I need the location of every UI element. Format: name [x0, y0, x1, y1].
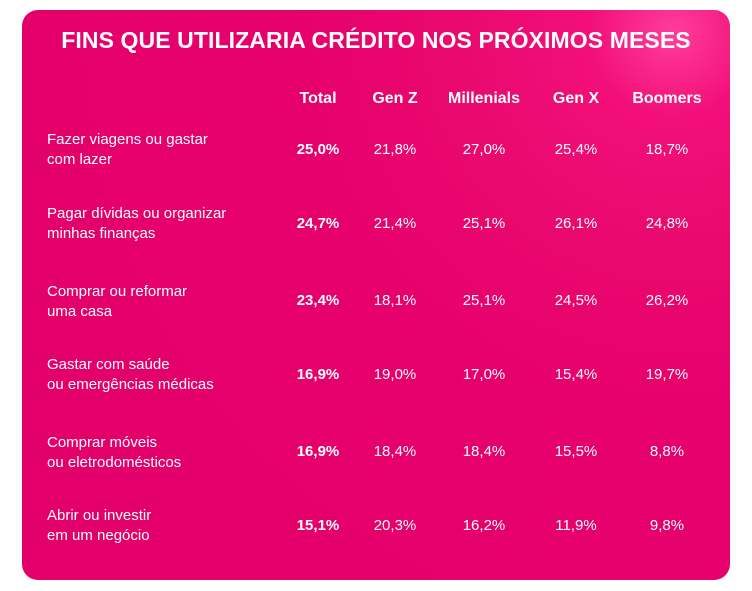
row-label: Fazer viagens ou gastar com lazer	[47, 131, 208, 168]
total-value-cell: 15,1%	[296, 517, 340, 534]
row-label: Comprar ou reformar uma casa	[47, 283, 188, 320]
value-cell: 16,2%	[462, 517, 506, 534]
total-value-cell: 25,0%	[296, 141, 340, 158]
value-cell: 24,8%	[645, 215, 689, 232]
row-label: Gastar com saúde ou emergências médicas	[47, 356, 214, 393]
value-cell: 24,5%	[554, 292, 598, 309]
value-cell: 27,0%	[462, 141, 506, 158]
value-cell: 21,4%	[373, 215, 417, 232]
value-cell: 20,3%	[373, 517, 417, 534]
value-cell: 18,4%	[373, 443, 417, 460]
value-cell: 8,8%	[649, 443, 685, 460]
row-label: Comprar móveis ou eletrodomésticos	[47, 434, 182, 471]
value-cell: 26,2%	[645, 292, 689, 309]
column-header: Boomers	[632, 90, 702, 107]
column-header: Gen X	[552, 90, 600, 107]
value-cell: 25,1%	[462, 215, 506, 232]
total-value-cell: 16,9%	[296, 366, 340, 383]
value-cell: 15,5%	[554, 443, 598, 460]
column-header: Millenials	[447, 90, 521, 107]
total-value-cell: 16,9%	[296, 443, 340, 460]
value-cell: 19,7%	[645, 366, 689, 383]
total-value-cell: 23,4%	[296, 292, 340, 309]
value-cell: 18,4%	[462, 443, 506, 460]
value-cell: 25,1%	[462, 292, 506, 309]
value-cell: 25,4%	[554, 141, 598, 158]
chart-card: FINS QUE UTILIZARIA CRÉDITO NOS PRÓXIMOS…	[22, 10, 730, 580]
value-cell: 18,7%	[645, 141, 689, 158]
column-header: Total	[299, 90, 337, 107]
value-cell: 11,9%	[555, 517, 597, 534]
value-cell: 19,0%	[373, 366, 417, 383]
row-label: Pagar dívidas ou organizar minhas finanç…	[47, 205, 227, 242]
value-cell: 15,4%	[554, 366, 598, 383]
value-cell: 18,1%	[373, 292, 417, 309]
total-value-cell: 24,7%	[296, 215, 340, 232]
value-cell: 17,0%	[462, 366, 506, 383]
chart-title: FINS QUE UTILIZARIA CRÉDITO NOS PRÓXIMOS…	[61, 27, 691, 53]
value-cell: 9,8%	[649, 517, 685, 534]
value-cell: 26,1%	[554, 215, 598, 232]
column-header: Gen Z	[372, 90, 418, 107]
value-cell: 21,8%	[373, 141, 417, 158]
row-label: Abrir ou investir em um negócio	[47, 507, 152, 544]
